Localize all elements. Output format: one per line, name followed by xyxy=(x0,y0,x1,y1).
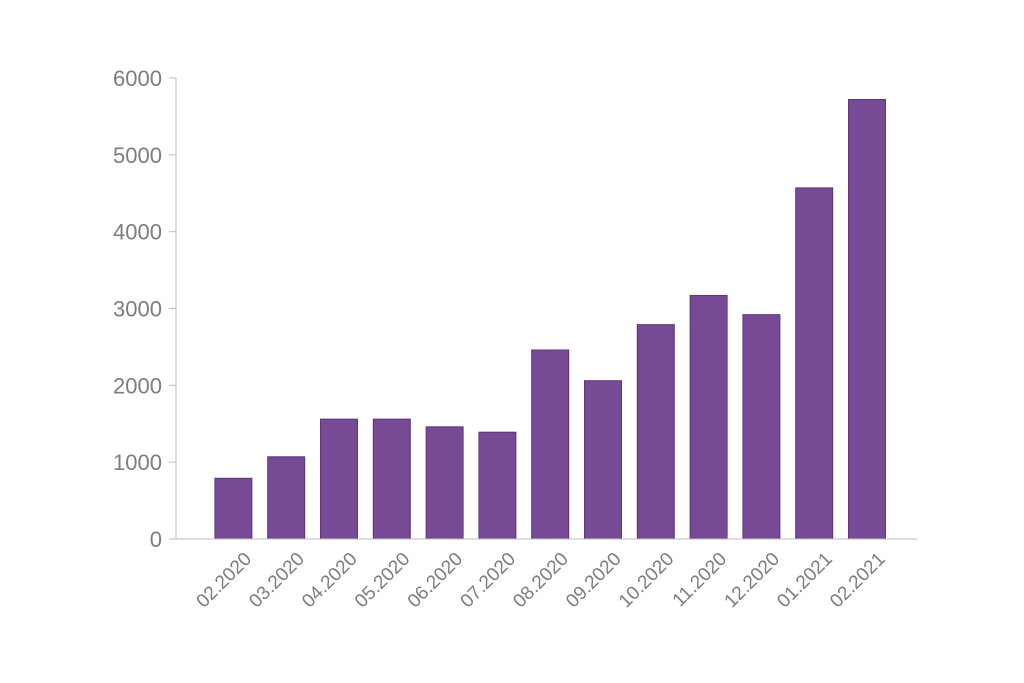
x-tick-label: 11.2020 xyxy=(669,549,731,611)
bar-03.2020 xyxy=(267,456,306,540)
bar-02.2020 xyxy=(214,477,253,540)
bar-07.2020 xyxy=(478,431,517,540)
x-tick-label: 12.2020 xyxy=(721,549,784,612)
bar-08.2020 xyxy=(531,349,570,540)
bar-05.2020 xyxy=(372,418,411,540)
x-tick-label: 05.2020 xyxy=(351,549,414,612)
bar-04.2020 xyxy=(320,418,358,540)
bar-06.2020 xyxy=(425,426,464,540)
x-tick-label: 06.2020 xyxy=(404,549,467,612)
y-tick-label: 3000 xyxy=(113,297,162,322)
x-tick-label: 07.2020 xyxy=(457,549,520,612)
x-tick-label: 08.2020 xyxy=(509,549,572,612)
y-tick-label: 6000 xyxy=(113,66,162,91)
x-tick-label: 03.2020 xyxy=(245,549,308,612)
y-tick-label: 1000 xyxy=(113,450,162,475)
x-tick-label: 01.2021 xyxy=(773,549,836,612)
y-tick-label: 4000 xyxy=(113,220,162,245)
x-axis: 02.202003.202004.202005.202006.202007.20… xyxy=(176,538,917,612)
y-tick-label: 2000 xyxy=(113,373,162,398)
x-tick-label: 02.2021 xyxy=(826,549,889,612)
bar-09.2020 xyxy=(584,380,622,540)
bar-10.2020 xyxy=(636,324,675,540)
bar-11.2020 xyxy=(689,294,728,540)
x-tick-label: 04.2020 xyxy=(298,549,361,612)
x-tick-label: 09.2020 xyxy=(562,549,625,612)
bar-02.2021 xyxy=(848,99,886,540)
bars xyxy=(214,99,886,540)
bar-12.2020 xyxy=(742,314,781,540)
x-tick-label: 02.2020 xyxy=(193,549,256,612)
y-tick-label: 0 xyxy=(150,527,162,552)
x-tick-label: 10.2020 xyxy=(615,549,678,612)
y-axis: 0 1000 2000 3000 4000 5000 6000 xyxy=(113,66,177,552)
bar-01.2021 xyxy=(795,187,834,540)
y-tick-label: 5000 xyxy=(113,143,162,168)
